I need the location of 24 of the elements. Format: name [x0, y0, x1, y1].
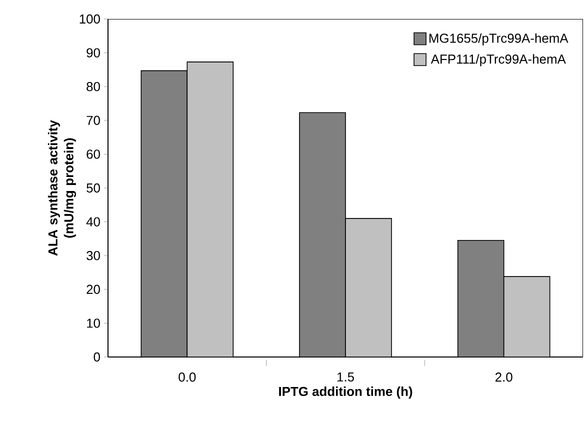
- y-tick-label: 80: [86, 82, 100, 92]
- y-tick-label: 60: [86, 150, 100, 159]
- bar: [140, 70, 188, 357]
- bar: [457, 240, 504, 357]
- y-tick-label: 0: [94, 352, 100, 362]
- bar: [186, 62, 234, 357]
- legend-label: AFP111/pTrc99A-hemA: [430, 54, 566, 66]
- x-tick-label: 1.5: [337, 372, 354, 382]
- y-axis-title: ALA synthase activity (mU/mg protein): [48, 120, 76, 256]
- x-tick-label: 2.0: [495, 372, 512, 382]
- bar: [299, 112, 346, 357]
- y-tick-label: 40: [86, 217, 100, 226]
- x-tick-label: 0.0: [178, 372, 196, 382]
- y-tick-label: 70: [86, 116, 100, 125]
- x-axis-title: IPTG addition time (h): [279, 386, 412, 399]
- y-tick-label: 90: [86, 48, 100, 58]
- y-tick-label: 30: [86, 251, 100, 260]
- y-tick-label: 10: [87, 318, 100, 328]
- y-tick-label: 100: [80, 14, 100, 24]
- bar: [345, 218, 392, 357]
- bar: [503, 276, 550, 357]
- y-tick-label: 20: [86, 284, 100, 294]
- y-tick-label: 50: [86, 183, 100, 193]
- legend-label: MG1655/pTrc99A-hemA: [429, 33, 568, 46]
